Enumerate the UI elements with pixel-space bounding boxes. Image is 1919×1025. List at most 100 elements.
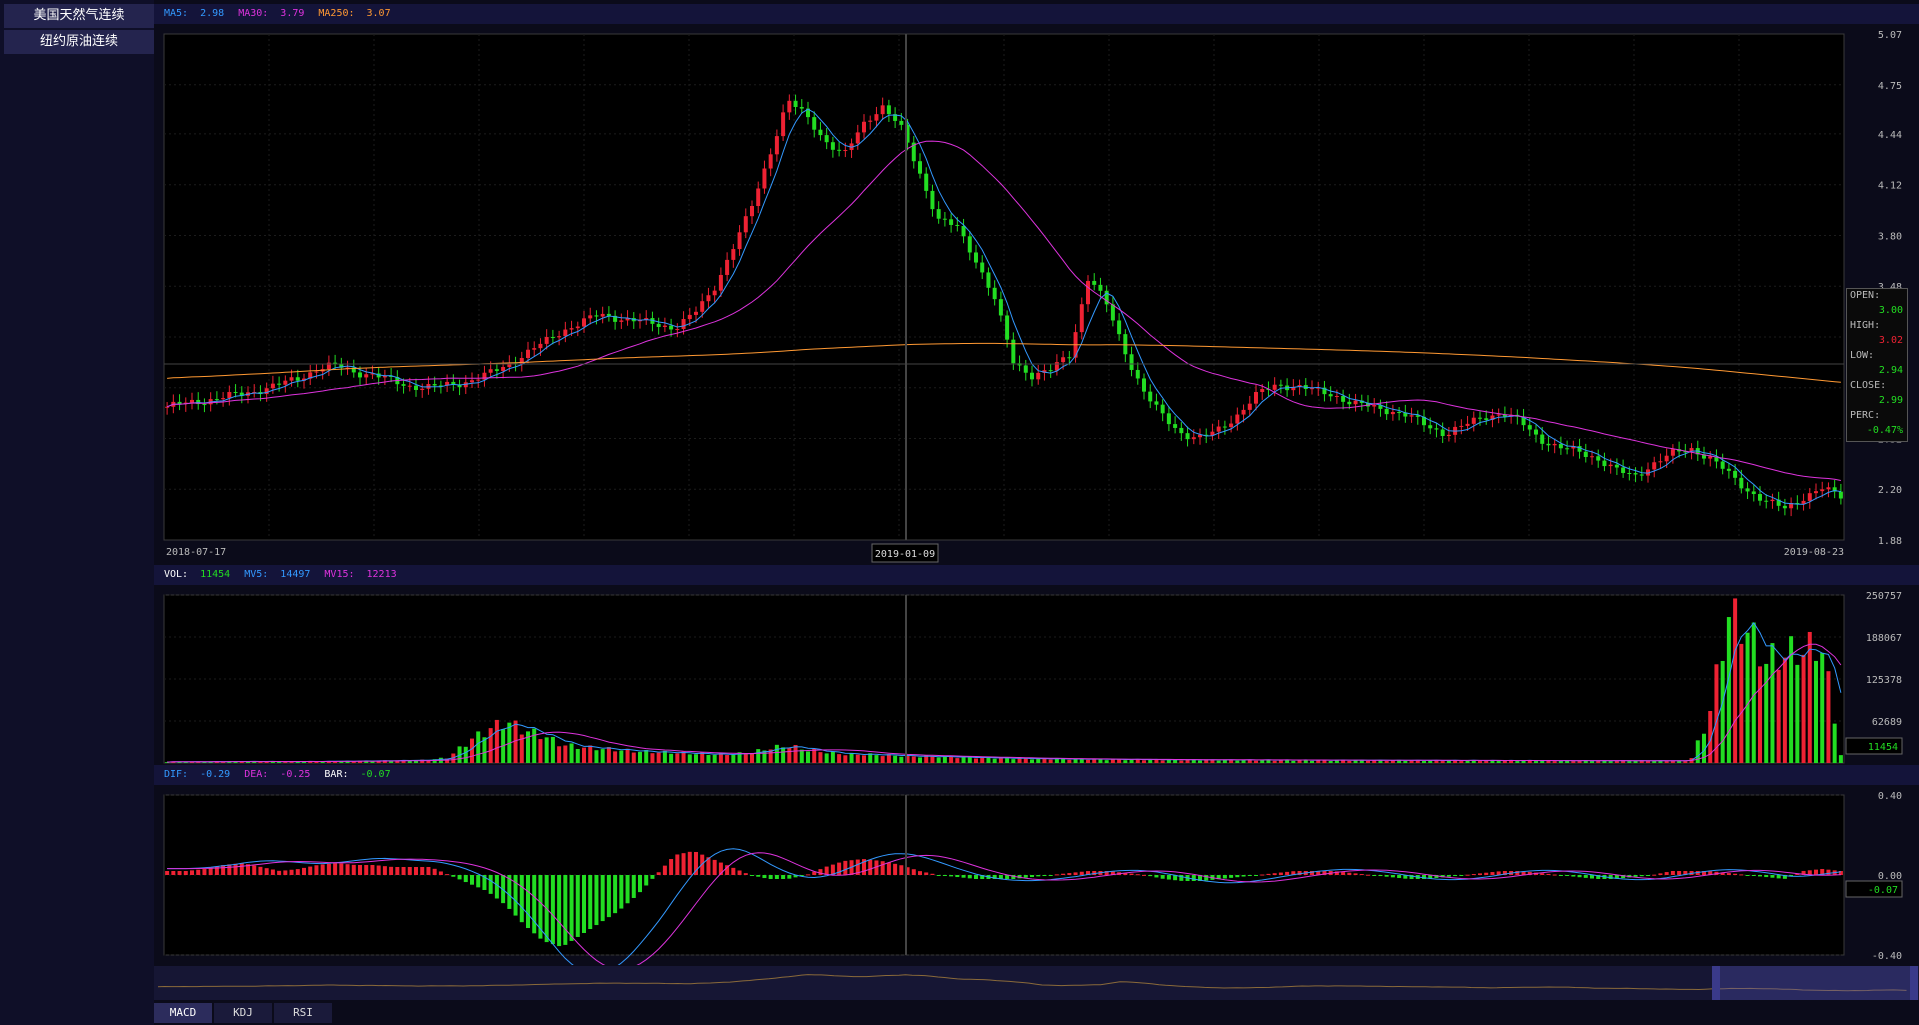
candle-body xyxy=(1546,443,1551,446)
macd-bar xyxy=(1030,875,1034,878)
candle-body xyxy=(1179,427,1184,434)
candle-body xyxy=(202,404,207,406)
volume-bar xyxy=(1173,759,1178,763)
volume-bar xyxy=(974,758,978,763)
volume-bar xyxy=(818,752,823,763)
candle-body xyxy=(557,336,562,338)
volume-bar xyxy=(1838,755,1843,763)
macd-bar xyxy=(974,875,978,879)
volume-bar xyxy=(183,762,188,763)
candle-body xyxy=(911,142,916,162)
macd-bar xyxy=(1260,874,1265,876)
macd-bar xyxy=(862,859,866,875)
macd-bar xyxy=(289,869,294,875)
macd-bar xyxy=(1571,875,1576,877)
candle-body xyxy=(1639,474,1644,476)
candle-body xyxy=(1646,469,1650,476)
macd-bar xyxy=(874,860,879,875)
candle-body xyxy=(980,262,985,273)
volume-bar xyxy=(787,747,792,763)
vol-value: 11454 xyxy=(200,569,231,580)
macd-bar xyxy=(1789,875,1794,877)
macd-bar xyxy=(1278,872,1283,875)
macd-bar xyxy=(470,875,474,885)
volume-bar xyxy=(918,757,922,763)
macd-bar xyxy=(1558,875,1563,876)
volume-bar xyxy=(221,761,226,763)
macd-bar xyxy=(930,873,935,875)
macd-bar xyxy=(687,851,692,875)
volume-bar xyxy=(1446,760,1451,763)
macd-bar xyxy=(781,875,786,879)
price-chart[interactable]: 5.074.754.444.123.803.483.162.842.522.20… xyxy=(154,24,1919,565)
macd-chart[interactable]: 0.40 0.00 -0.40 -0.07 xyxy=(154,785,1919,965)
macd-bar xyxy=(1490,872,1495,875)
macd-bar xyxy=(1515,871,1520,875)
macd-bar xyxy=(345,864,350,875)
volume-bar xyxy=(1602,760,1607,763)
symbol-crude-oil[interactable]: 纽约原油连续 xyxy=(4,30,154,54)
symbol-natural-gas[interactable]: 美国天然气连续 xyxy=(4,4,154,28)
candle-body xyxy=(1428,425,1433,429)
volume-bar xyxy=(177,761,182,763)
volume-grid xyxy=(164,594,1844,722)
macd-bar xyxy=(426,867,431,875)
volume-bar xyxy=(1216,760,1221,763)
tab-rsi[interactable]: RSI xyxy=(274,1003,332,1023)
macd-bar xyxy=(1422,875,1426,879)
macd-bar xyxy=(370,865,375,875)
volume-bar xyxy=(855,754,860,763)
tab-kdj[interactable]: KDJ xyxy=(214,1003,272,1023)
candle-body xyxy=(277,383,282,385)
candle-body xyxy=(1459,425,1464,427)
volume-bar xyxy=(1540,760,1545,763)
volume-bar xyxy=(1583,760,1588,763)
macd-bar xyxy=(438,871,443,875)
candle-body xyxy=(1465,423,1470,426)
candle-body xyxy=(1347,401,1352,405)
candle-body xyxy=(370,373,375,375)
navigator-window[interactable] xyxy=(1712,966,1918,1000)
volume-bar xyxy=(1683,761,1688,763)
volume-bar xyxy=(382,760,387,763)
volume-bar xyxy=(1565,760,1570,763)
macd-bar xyxy=(1285,871,1290,875)
macd-bar xyxy=(1521,871,1526,875)
ma30-line xyxy=(166,140,1842,481)
macd-bar xyxy=(625,875,630,904)
ma30-value: 3.79 xyxy=(280,8,305,19)
candle-body xyxy=(1378,405,1383,409)
macd-bar xyxy=(326,863,331,875)
candle-body xyxy=(1627,473,1632,475)
volume-bar xyxy=(196,761,201,763)
candle-body xyxy=(1160,404,1165,414)
macd-bar xyxy=(1496,871,1501,875)
volume-y-tick: 188067 xyxy=(1866,633,1902,644)
volume-bar xyxy=(1646,761,1650,763)
volume-bar xyxy=(202,761,207,763)
candle-body xyxy=(700,301,705,312)
volume-bar xyxy=(750,753,754,763)
candle-body xyxy=(830,142,835,150)
candle-body xyxy=(1745,488,1750,492)
navigator-left-handle[interactable] xyxy=(1712,966,1720,1000)
volume-bar xyxy=(302,761,306,763)
macd-bar xyxy=(1826,869,1831,875)
volume-bar xyxy=(1820,652,1825,763)
volume-bar xyxy=(370,761,375,763)
macd-bar xyxy=(1390,875,1395,878)
macd-bar xyxy=(451,875,456,877)
dea-line xyxy=(167,852,1841,965)
macd-bar xyxy=(1478,873,1482,875)
volume-chart[interactable]: 250757 188067 125378 62689 11454 xyxy=(154,585,1919,765)
macd-bar xyxy=(320,864,325,875)
range-navigator[interactable] xyxy=(154,966,1919,1000)
macd-bar xyxy=(1546,873,1551,875)
candle-body xyxy=(1254,392,1258,404)
tab-macd[interactable]: MACD xyxy=(154,1003,212,1023)
volume-bar xyxy=(432,759,437,763)
volume-bar xyxy=(295,761,300,763)
navigator-right-handle[interactable] xyxy=(1910,966,1918,1000)
ma5-value: 2.98 xyxy=(200,8,225,19)
volume-bar xyxy=(320,761,325,763)
